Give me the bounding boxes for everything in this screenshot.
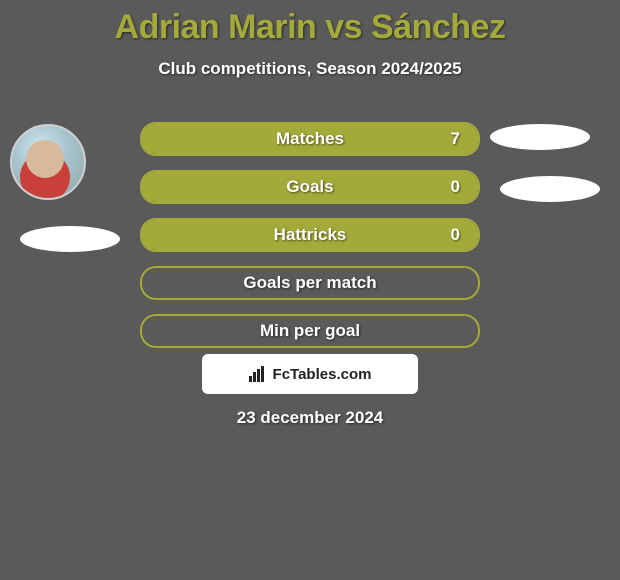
stat-bar-label: Goals per match: [142, 268, 478, 298]
stat-bar: Goals per match: [140, 266, 480, 300]
stat-bar: Hattricks 0: [140, 218, 480, 252]
stat-bar-value: 7: [451, 124, 460, 154]
stat-bar-label: Matches: [142, 124, 478, 154]
stat-bar-value: 0: [451, 172, 460, 202]
page-title: Adrian Marin vs Sánchez: [0, 0, 620, 47]
stat-bar: Goals 0: [140, 170, 480, 204]
player-avatar-left: [10, 124, 86, 200]
stat-bars: Matches 7 Goals 0 Hattricks 0 Goals per …: [140, 122, 480, 362]
footer-branding[interactable]: FcTables.com: [202, 354, 418, 394]
page-subtitle: Club competitions, Season 2024/2025: [0, 59, 620, 79]
stat-bar-label: Goals: [142, 172, 478, 202]
stat-bar: Matches 7: [140, 122, 480, 156]
stat-bar: Min per goal: [140, 314, 480, 348]
stat-bar-label: Hattricks: [142, 220, 478, 250]
side-pill: [20, 226, 120, 252]
stat-bar-label: Min per goal: [142, 316, 478, 346]
bar-chart-icon: [249, 366, 267, 382]
date-label: 23 december 2024: [0, 408, 620, 428]
side-pill: [490, 124, 590, 150]
comparison-widget: Adrian Marin vs Sánchez Club competition…: [0, 0, 620, 580]
footer-label: FcTables.com: [273, 366, 372, 383]
side-pill: [500, 176, 600, 202]
stat-bar-value: 0: [451, 220, 460, 250]
